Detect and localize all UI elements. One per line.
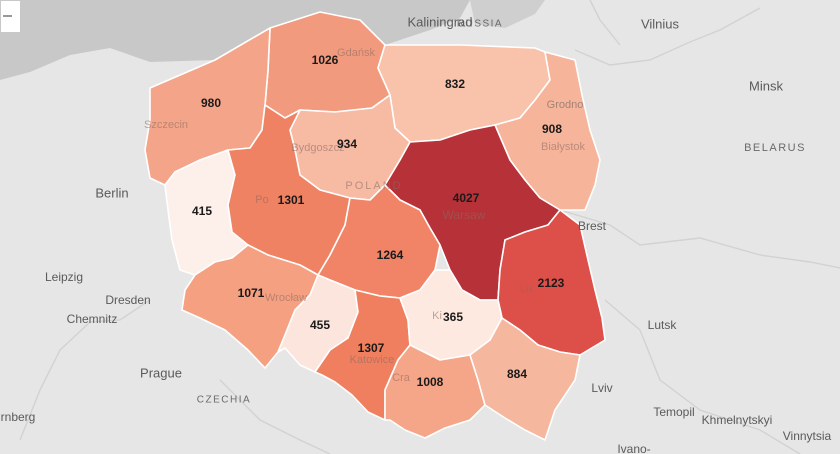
map-control-button[interactable]: [0, 0, 21, 33]
value-label-podkarpackie: 884: [507, 367, 527, 381]
city-label-lublin: Lu: [520, 283, 532, 295]
country-label-belarus: BELARUS: [744, 142, 806, 154]
place-label-ternopil: Temopil: [653, 405, 694, 419]
value-label-opolskie: 455: [310, 318, 330, 332]
place-label-prague: Prague: [140, 365, 182, 380]
value-label-pomorskie: 1026: [312, 53, 339, 67]
place-label-berlin: Berlin: [95, 185, 128, 200]
value-label-slaskie: 1307: [358, 341, 385, 355]
baltic-sea-east: [470, 0, 545, 28]
city-label-krakow: Cra: [392, 372, 411, 384]
country-label-russia: RUSSIA: [457, 19, 503, 30]
value-label-dolnoslaskie: 1071: [238, 286, 265, 300]
place-label-leipzig: Leipzig: [45, 270, 83, 284]
place-label-chemnitz: Chemnitz: [67, 312, 118, 326]
region-podkarpackie[interactable]: [469, 317, 581, 441]
value-label-wielkopolskie: 1301: [278, 193, 305, 207]
value-label-lodzkie: 1264: [377, 248, 404, 262]
place-label-dresden: Dresden: [105, 293, 150, 307]
city-label-wroclaw: Wrocław: [265, 292, 307, 304]
place-label-brest: Brest: [578, 219, 607, 233]
place-label-kaliningrad: Kaliningrad: [407, 14, 472, 29]
value-label-mazowieckie: 4027: [453, 191, 480, 205]
baltic-sea: [0, 0, 470, 80]
value-label-lubuskie: 415: [192, 204, 212, 218]
country-label-poland: POLAND: [345, 180, 402, 192]
place-label-lutsk: Lutsk: [648, 318, 678, 332]
value-label-podlaskie: 908: [542, 122, 562, 136]
value-label-zachodniopomorskie: 980: [201, 96, 221, 110]
place-label-grodno: Grodno: [547, 99, 584, 111]
place-label-khmelnytskyi: Khmelnytskyi: [702, 413, 773, 427]
city-label-gdansk: Gdańsk: [337, 47, 375, 59]
value-label-kujawsko-pomorskie: 934: [337, 137, 357, 151]
place-label-minsk: Minsk: [749, 78, 783, 93]
region-value-labels: 1026 980 832 908 934 415 1301 4027 1264 …: [192, 53, 565, 389]
place-label-nuremberg: rnberg: [1, 410, 36, 424]
regions-layer[interactable]: [144, 11, 606, 441]
value-label-warminsko-mazurskie: 832: [445, 77, 465, 91]
city-label-warsaw: Warsaw: [443, 208, 486, 222]
place-label-vilnius: Vilnius: [641, 16, 680, 31]
value-label-swietokrzyskie: 365: [443, 310, 463, 324]
country-borders: [19, 0, 840, 454]
city-label-poznan: Po: [255, 194, 268, 206]
city-label-kielce: Ki: [432, 310, 442, 322]
minus-icon: [3, 15, 12, 17]
city-label-bialystok: Białystok: [541, 141, 586, 153]
place-label-lviv: Lviv: [591, 381, 612, 395]
place-labels: Kaliningrad RUSSIA Vilnius Minsk BELARUS…: [1, 14, 832, 454]
city-label-bydgoszcz: Bydgoszcz: [291, 142, 344, 154]
region-city-labels: Gdańsk Szczecin Bydgoszcz POLAND Warsaw …: [144, 47, 586, 384]
city-label-katowice: Katowice: [350, 354, 395, 366]
country-label-czechia: CZECHIA: [197, 395, 251, 406]
place-label-vinnytsia: Vinnytsia: [783, 429, 832, 443]
place-label-ivano: Ivano-: [617, 442, 650, 454]
city-label-szczecin: Szczecin: [144, 119, 188, 131]
value-label-malopolskie: 1008: [417, 375, 444, 389]
value-label-lubelskie: 2123: [538, 276, 565, 290]
